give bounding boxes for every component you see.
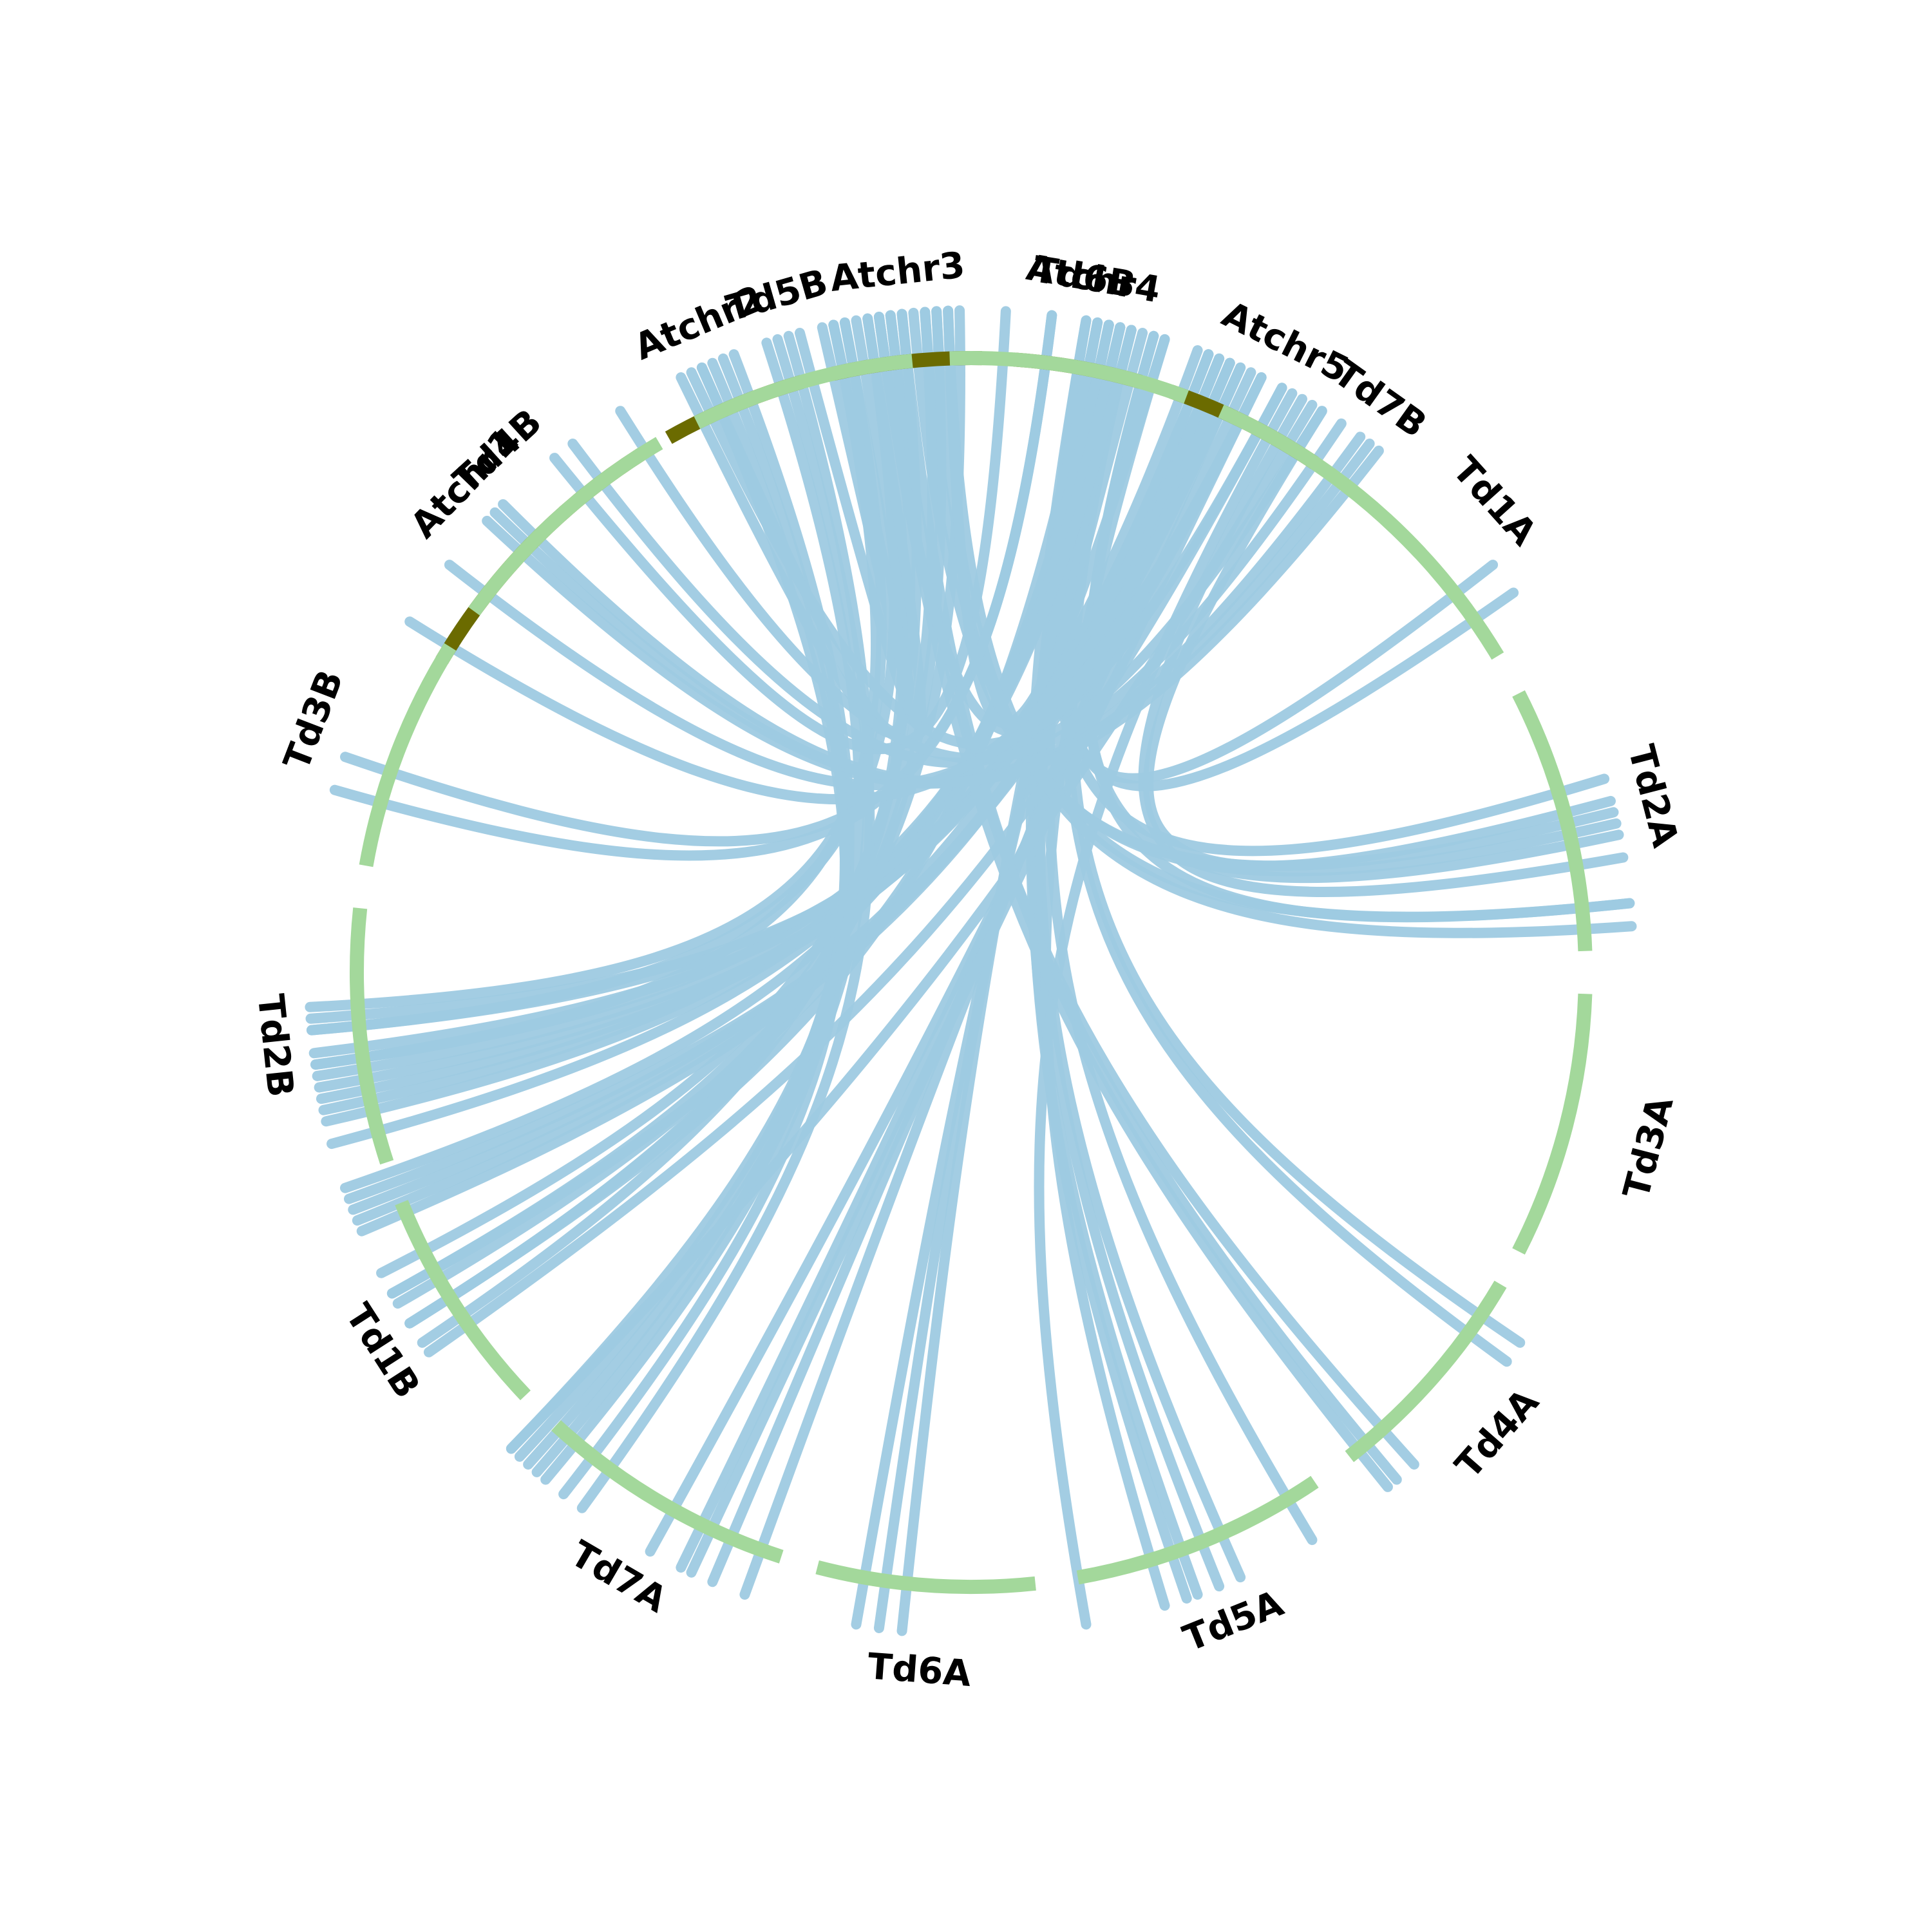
link-70 <box>329 310 1057 861</box>
link-81 <box>404 362 1246 805</box>
segment-td4b <box>468 437 663 616</box>
link-77 <box>817 319 922 729</box>
segment-td3a <box>1512 993 1593 1255</box>
link-75 <box>943 305 1170 728</box>
label-td7b: Td7B <box>1326 352 1434 446</box>
links-layer <box>305 305 1637 1636</box>
segment-td5b <box>694 354 913 430</box>
segments-layer <box>350 351 1593 1594</box>
link-80 <box>498 445 1384 788</box>
link-63 <box>576 334 875 1513</box>
segment-td3b <box>359 643 457 867</box>
label-td1a: Td1A <box>1444 449 1545 554</box>
label-td6a: Td6A <box>866 1645 973 1695</box>
label-td4b: Td4B <box>446 401 550 502</box>
label-atchr3: Atchr3 <box>828 244 967 300</box>
segment-td6b <box>949 351 1189 404</box>
label-td3a: Td3A <box>1615 1092 1681 1203</box>
link-65 <box>506 337 865 1454</box>
link-64 <box>523 330 874 1470</box>
link-37 <box>686 372 1267 1578</box>
link-44 <box>920 307 1622 876</box>
link-73 <box>686 367 1287 750</box>
label-td5b: Td5B <box>722 261 833 330</box>
segment-td5a <box>1076 1475 1319 1585</box>
label-td2a: Td2A <box>1620 741 1686 851</box>
label-td3b: Td3B <box>276 665 352 776</box>
segment-td1b <box>395 1200 531 1401</box>
segment-td7a <box>551 1420 784 1564</box>
label-td2b: Td2B <box>249 992 301 1099</box>
segment-td2b <box>350 907 394 1165</box>
link-68 <box>549 306 1011 754</box>
segment-td6a <box>815 1560 1036 1594</box>
label-td4a: Td4A <box>1448 1381 1548 1486</box>
link-82 <box>444 372 1267 791</box>
label-td6b: Td6B <box>1030 249 1139 307</box>
segment-td7b <box>1218 404 1426 558</box>
label-td1b: Td1B <box>337 1296 428 1406</box>
link-32 <box>314 353 1225 1093</box>
segment-td4a <box>1345 1280 1507 1463</box>
segment-td2a <box>1512 690 1593 952</box>
